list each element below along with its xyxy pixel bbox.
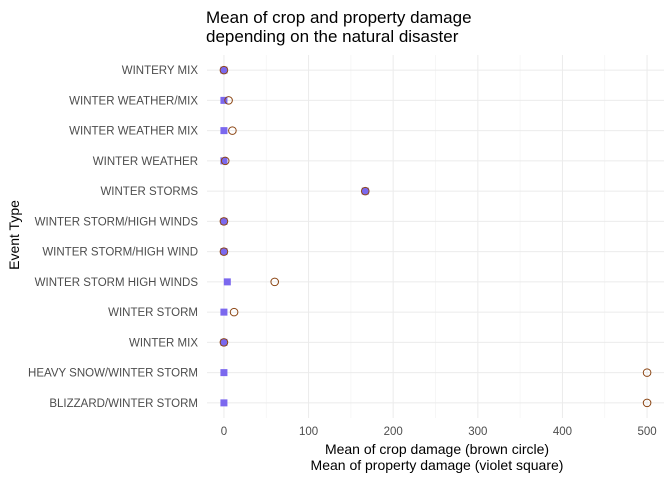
property-damage-point <box>220 248 228 256</box>
crop-damage-point <box>228 126 237 135</box>
y-tick-label: WINTER MIX <box>129 337 198 349</box>
y-axis-category-labels: WINTERY MIX WINTER WEATHER/MIX WINTER WEAT… <box>28 65 198 410</box>
y-tick-label: WINTERY MIX <box>122 65 199 77</box>
y-tick-label: BLIZZARD/WINTER STORM <box>49 398 198 410</box>
y-axis-title: Event Type <box>6 200 22 270</box>
crop-damage-point <box>219 65 229 75</box>
y-tick-label: WINTER STORMS <box>100 186 198 198</box>
crop-damage-point <box>224 96 233 105</box>
y-tick-label: WINTER STORM HIGH WINDS <box>35 277 199 289</box>
x-tick-label: 400 <box>553 426 572 438</box>
y-tick-label: WINTER STORM <box>108 307 198 319</box>
y-tick-label: WINTER WEATHER <box>93 156 198 168</box>
property-damage-point <box>220 127 228 135</box>
y-tick-label: WINTER WEATHER MIX <box>69 126 198 138</box>
property-damage-point <box>220 399 228 407</box>
x-tick-label: 0 <box>221 426 227 438</box>
property-damage-point <box>220 66 228 74</box>
chart-title-line-2: depending on the natural disaster <box>206 27 459 46</box>
x-axis-tick-labels: 0 100 200 300 400 500 <box>221 426 657 438</box>
x-tick-label: 100 <box>299 426 318 438</box>
property-damage-point <box>361 187 369 195</box>
crop-damage-point <box>642 398 652 408</box>
x-axis-title-line-1: Mean of crop damage (brown circle) <box>325 441 549 457</box>
chart-title-line-1: Mean of crop and property damage <box>206 8 472 27</box>
crop-damage-point <box>642 368 652 377</box>
y-tick-label: HEAVY SNOW/WINTER STORM <box>28 368 198 380</box>
x-tick-label: 300 <box>468 426 487 438</box>
crop-damage-point <box>229 307 239 317</box>
property-damage-point <box>220 308 228 316</box>
x-tick-label: 200 <box>384 426 403 438</box>
crop-damage-point <box>360 186 370 196</box>
crop-damage-point <box>219 217 229 226</box>
data-marks <box>219 65 652 408</box>
crop-damage-point <box>219 338 229 347</box>
property-damage-point <box>220 157 228 165</box>
property-damage-point <box>223 278 231 286</box>
x-axis-title-line-2: Mean of property damage (violet square) <box>311 457 564 473</box>
x-tick-label: 500 <box>637 426 656 438</box>
crop-damage-point <box>219 247 229 256</box>
grid-lines <box>207 55 664 418</box>
property-damage-point <box>220 217 228 225</box>
property-damage-point <box>220 369 228 377</box>
crop-damage-point <box>220 156 230 166</box>
y-tick-label: WINTER STORM/HIGH WIND <box>42 247 198 259</box>
property-damage-point <box>220 338 228 346</box>
y-tick-label: WINTER STORM/HIGH WINDS <box>35 216 199 228</box>
crop-damage-point <box>270 277 280 287</box>
y-tick-label: WINTER WEATHER/MIX <box>69 95 198 107</box>
property-damage-point <box>220 96 228 104</box>
